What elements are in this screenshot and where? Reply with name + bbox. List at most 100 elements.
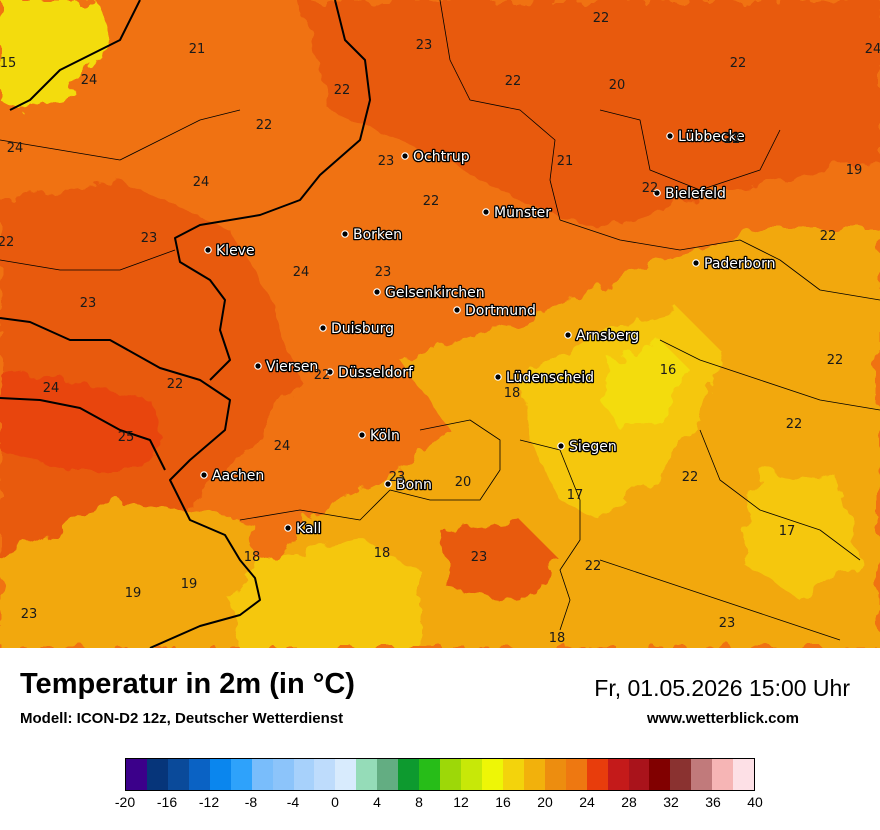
temperature-value: 18 <box>549 631 566 646</box>
city-marker: Kall <box>284 520 323 538</box>
temperature-value: 23 <box>471 550 488 565</box>
temperature-value: 19 <box>846 163 863 178</box>
temperature-value: 25 <box>118 430 135 445</box>
temperature-value: 22 <box>820 229 837 244</box>
city-label: Lübbecke <box>678 129 745 145</box>
warm-zone-west <box>0 180 300 600</box>
borders <box>0 0 880 648</box>
temperature-value: 17 <box>567 488 584 503</box>
temperature-value: 22 <box>682 470 699 485</box>
legend-swatch <box>419 759 441 790</box>
city-marker: Gelsenkirchen <box>373 284 486 302</box>
temperature-value: 22 <box>505 74 522 89</box>
city-label: Dortmund <box>465 303 536 319</box>
city-label: Kleve <box>216 243 255 259</box>
temperature-fields <box>0 0 880 648</box>
mild-zone-southwest <box>0 500 270 648</box>
legend-swatch <box>377 759 399 790</box>
city-marker: Lübbecke <box>666 128 746 146</box>
city-label: Borken <box>353 227 402 243</box>
temperature-value: 18 <box>504 386 521 401</box>
district-border-7 <box>699 429 861 561</box>
legend-tick-label: 28 <box>621 794 637 810</box>
temperature-value: 24 <box>293 265 310 280</box>
city-dot <box>401 152 409 160</box>
model-info: Modell: ICON-D2 12z, Deutscher Wetterdie… <box>20 710 344 727</box>
cool-zone-east <box>740 470 860 600</box>
legend-swatch <box>293 759 315 790</box>
legend-swatch <box>146 759 168 790</box>
legend-swatch <box>481 759 503 790</box>
legend-swatch <box>502 759 524 790</box>
national-border-netherlands <box>0 317 261 648</box>
city-label: Viersen <box>266 359 318 375</box>
temperature-value: 22 <box>256 118 273 133</box>
color-scale-ticks: -20 -16 -12 -8 -4 0 4 8 12 16 20 24 28 32 36 40 <box>115 794 763 814</box>
temperature-value: 22 <box>642 181 659 196</box>
city-label: Düsseldorf <box>338 365 414 381</box>
legend-swatch <box>440 759 461 790</box>
legend-swatch <box>712 759 734 790</box>
district-border-11 <box>599 559 841 641</box>
temperature-value: 24 <box>43 381 60 396</box>
legend-swatch <box>356 759 378 790</box>
legend-tick-label: -4 <box>286 794 300 810</box>
city-label: Münster <box>494 205 551 221</box>
legend-swatch <box>544 759 566 790</box>
legend-swatch <box>607 759 629 790</box>
legend-tick-label: 20 <box>537 794 553 810</box>
temperature-value: 15 <box>0 56 16 71</box>
city-dot <box>358 431 366 439</box>
legend-swatch <box>691 759 713 790</box>
legend-swatch <box>251 759 273 790</box>
district-border-5 <box>519 439 581 631</box>
legend-swatch <box>733 759 755 790</box>
legend-tick-label: -12 <box>198 794 220 810</box>
legend-tick-label: 36 <box>705 794 721 810</box>
city-dot <box>494 373 502 381</box>
city-label: Gelsenkirchen <box>385 285 485 301</box>
city-marker: Borken <box>341 226 403 244</box>
legend-swatch <box>272 759 294 790</box>
legend-swatch <box>314 759 336 790</box>
temperature-value: 22 <box>334 83 351 98</box>
state-border-north <box>174 0 371 381</box>
temperature-value: 24 <box>81 73 98 88</box>
warm-zone-north <box>300 0 880 230</box>
temperature-value: 20 <box>455 475 472 490</box>
temperature-value: 23 <box>141 231 158 246</box>
temperature-map: Ochtrup Lübbecke Bielefeld Münster Borken Kle… <box>0 0 880 648</box>
city-marker: Siegen <box>557 438 618 456</box>
legend-tick-label: 16 <box>495 794 511 810</box>
temperature-value: 18 <box>244 550 261 565</box>
temperature-value: 22 <box>423 194 440 209</box>
city-dot <box>341 230 349 238</box>
city-label: Arnsberg <box>576 328 639 344</box>
city-marker: Ochtrup <box>401 148 471 166</box>
city-marker: Aachen <box>200 467 266 485</box>
legend-swatch <box>230 759 252 790</box>
temperature-value: 20 <box>609 78 626 93</box>
forecast-datetime: Fr, 01.05.2026 15:00 Uhr <box>594 675 850 701</box>
temperature-value: 16 <box>660 363 677 378</box>
city-dot <box>204 246 212 254</box>
temperature-value: 17 <box>779 524 796 539</box>
temperature-value: 22 <box>827 353 844 368</box>
city-dot <box>384 480 392 488</box>
temperature-value: 23 <box>389 470 406 485</box>
temperature-value: 22 <box>585 559 602 574</box>
legend-tick-label: 0 <box>331 794 339 810</box>
legend-tick-label: 32 <box>663 794 679 810</box>
temperature-labels: 15 21 23 22 24 22 20 22 22 24 22 23 21 22 24 22 19 22 23 24… <box>0 11 880 646</box>
cool-zone-south <box>230 540 420 648</box>
national-border-belgium <box>0 397 166 471</box>
website-link[interactable]: www.wetterblick.com <box>647 710 799 727</box>
coolest-zone-sauerland <box>600 340 690 430</box>
district-border-3 <box>599 109 781 191</box>
temperature-value: 21 <box>557 154 574 169</box>
temperature-value: 23 <box>378 154 395 169</box>
city-marker: Paderborn <box>692 255 777 273</box>
temperature-value: 21 <box>189 42 206 57</box>
city-dot <box>284 524 292 532</box>
city-label: Bonn <box>396 477 432 493</box>
